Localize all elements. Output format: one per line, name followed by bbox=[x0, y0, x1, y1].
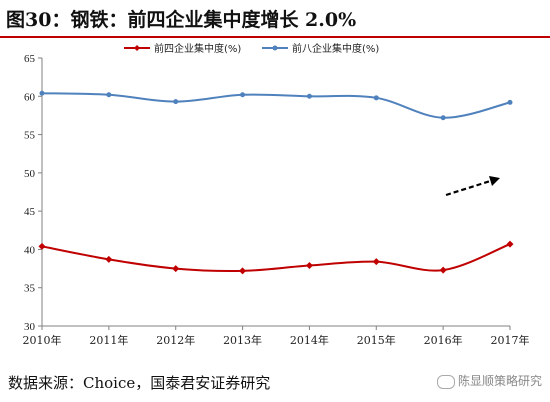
data-point bbox=[39, 90, 45, 96]
data-point bbox=[173, 99, 179, 105]
x-tick-label: 2013年 bbox=[223, 333, 262, 347]
chart-legend: 前四企业集中度(%) 前八企业集中度(%) bbox=[124, 42, 379, 55]
watermark: 陈显顺策略研究 bbox=[436, 372, 542, 389]
chart-axes: 30 35 40 45 50 55 60 65 2010年 2011年 2012年 2013年 2014… bbox=[23, 53, 530, 347]
data-point bbox=[506, 240, 514, 248]
data-point bbox=[105, 255, 113, 263]
series-line-2 bbox=[41, 92, 511, 119]
y-tick-label: 30 bbox=[24, 321, 36, 333]
wechat-icon bbox=[436, 374, 455, 389]
y-tick-label: 65 bbox=[24, 53, 36, 65]
data-point bbox=[373, 95, 379, 101]
annotation-arrow-head bbox=[489, 176, 500, 186]
x-tick-label: 2011年 bbox=[89, 333, 128, 347]
x-tick-label: 2017年 bbox=[491, 333, 530, 347]
chart-annotation bbox=[445, 176, 500, 197]
legend-marker bbox=[272, 45, 278, 51]
data-point bbox=[106, 92, 112, 98]
source-note: 数据来源：Choice，国泰君安证券研究 bbox=[8, 374, 271, 392]
figure-title: 图30：钢铁：前四企业集中度增长 2.0% bbox=[6, 9, 357, 31]
y-tick-label: 35 bbox=[24, 283, 36, 295]
figure-title-bar: 图30：钢铁：前四企业集中度增长 2.0% bbox=[0, 0, 550, 36]
annotation-arrow-shaft bbox=[445, 179, 493, 197]
line-chart: 30 35 40 45 50 55 60 65 2010年 2011年 2012年 2013年 2014… bbox=[23, 42, 530, 347]
watermark-text: 陈显顺策略研究 bbox=[457, 374, 542, 388]
data-point bbox=[172, 265, 180, 273]
x-tick-label: 2010年 bbox=[23, 333, 62, 347]
data-point bbox=[239, 267, 247, 275]
series-line-1 bbox=[41, 243, 511, 273]
title-divider bbox=[0, 36, 550, 38]
y-tick-label: 45 bbox=[24, 206, 36, 218]
x-tick-label: 2016年 bbox=[424, 333, 463, 347]
legend-marker bbox=[134, 45, 140, 51]
data-point bbox=[372, 258, 380, 266]
y-tick-label: 40 bbox=[24, 244, 36, 256]
data-point bbox=[439, 266, 447, 274]
data-point bbox=[240, 92, 246, 98]
legend-label: 前八企业集中度(%) bbox=[292, 42, 379, 55]
y-tick-label: 55 bbox=[24, 130, 36, 142]
data-point bbox=[306, 93, 312, 99]
data-point bbox=[38, 242, 46, 250]
data-point bbox=[440, 115, 446, 121]
legend-label: 前四企业集中度(%) bbox=[154, 42, 241, 55]
x-tick-label: 2015年 bbox=[357, 333, 396, 347]
chart-series bbox=[38, 90, 514, 275]
y-tick-label: 50 bbox=[24, 168, 36, 180]
data-point bbox=[507, 99, 513, 105]
data-point bbox=[305, 262, 313, 270]
x-tick-label: 2012年 bbox=[156, 333, 195, 347]
y-tick-label: 60 bbox=[24, 91, 36, 103]
x-tick-label: 2014年 bbox=[290, 333, 329, 347]
